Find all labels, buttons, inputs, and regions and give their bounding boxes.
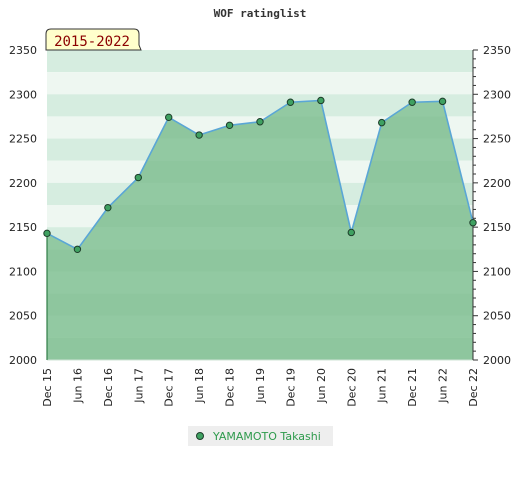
x-tick-label: Jun 22 [437, 368, 450, 404]
area-stripe [47, 182, 473, 205]
y-tick-label-left: 2350 [9, 44, 37, 57]
background-band [47, 72, 473, 95]
data-point[interactable] [165, 113, 173, 122]
x-tick-label: Dec 21 [406, 368, 419, 407]
y-tick-label-right: 2050 [483, 310, 511, 323]
legend-label: YAMAMOTO Takashi [212, 430, 321, 443]
data-points-group [43, 96, 477, 253]
x-tick-label: Dec 18 [224, 368, 237, 407]
y-tick-label-left: 2250 [9, 133, 37, 146]
data-point[interactable] [73, 245, 82, 253]
x-tick-label: Jun 16 [71, 368, 84, 404]
area-stripe [47, 227, 473, 250]
x-tick-label: Dec 15 [41, 368, 54, 407]
y-tick-label-right: 2150 [483, 221, 511, 234]
y-tick-label-right: 2250 [483, 133, 511, 146]
x-tick-label: Dec 22 [467, 368, 480, 407]
data-point[interactable] [225, 121, 234, 129]
y-tick-label-left: 2000 [9, 354, 37, 367]
data-point[interactable] [43, 229, 51, 238]
x-tick-label: Jun 19 [254, 368, 267, 404]
x-tick-label: Jun 20 [315, 368, 328, 404]
x-tick-label: Dec 17 [163, 368, 176, 407]
area-stripe [47, 315, 473, 338]
y-tick-label-left: 2150 [9, 221, 37, 234]
x-tick-label: Dec 16 [102, 368, 115, 407]
y-tick-label-left: 2100 [9, 265, 37, 278]
y-tick-label-left: 2200 [9, 177, 37, 190]
y-tick-label-right: 2300 [483, 88, 511, 101]
background-band [47, 94, 473, 117]
x-tick-label: Dec 19 [284, 368, 297, 407]
y-tick-label-left: 2050 [9, 310, 37, 323]
y-tick-label-left: 2300 [9, 88, 37, 101]
period-badge-shape [45, 28, 142, 51]
chart-title: WOF ratinglist [214, 7, 307, 20]
y-tick-label-right: 2200 [483, 177, 511, 190]
y-tick-label-right: 2350 [483, 44, 511, 57]
data-point[interactable] [317, 96, 325, 105]
data-point[interactable] [469, 219, 477, 227]
area-stripe [47, 271, 473, 294]
data-point[interactable] [134, 173, 142, 182]
data-point[interactable] [347, 228, 355, 237]
y-tick-label-right: 2100 [483, 265, 511, 278]
period-badge-text: 2015-2022 [54, 34, 130, 50]
data-point[interactable] [286, 98, 295, 106]
data-point[interactable] [104, 203, 112, 212]
background-band [47, 50, 473, 73]
legend[interactable]: YAMAMOTO Takashi [188, 426, 333, 446]
x-tick-label: Jun 21 [376, 368, 389, 404]
x-tick-label: Jun 17 [132, 368, 145, 404]
legend-marker [196, 432, 204, 440]
x-tick-label: Jun 18 [193, 368, 206, 404]
y-tick-label-right: 2000 [483, 354, 511, 367]
data-point[interactable] [256, 118, 264, 126]
data-point[interactable] [378, 118, 386, 127]
x-tick-label: Dec 20 [345, 368, 358, 407]
axes-group: 2000 2000 2050 2050 2100 2100 2150 2150 2200 2200… [9, 44, 511, 367]
legend-background [188, 426, 333, 446]
period-badge: 2015-2022 [45, 28, 142, 51]
data-point[interactable] [408, 98, 416, 106]
data-point[interactable] [195, 131, 203, 139]
series-area [47, 100, 473, 360]
data-point[interactable] [438, 97, 447, 106]
x-tick-labels: Dec 15 Jun 16 Dec 16 Jun 17 Dec 17 Jun 18 Dec … [41, 368, 480, 407]
